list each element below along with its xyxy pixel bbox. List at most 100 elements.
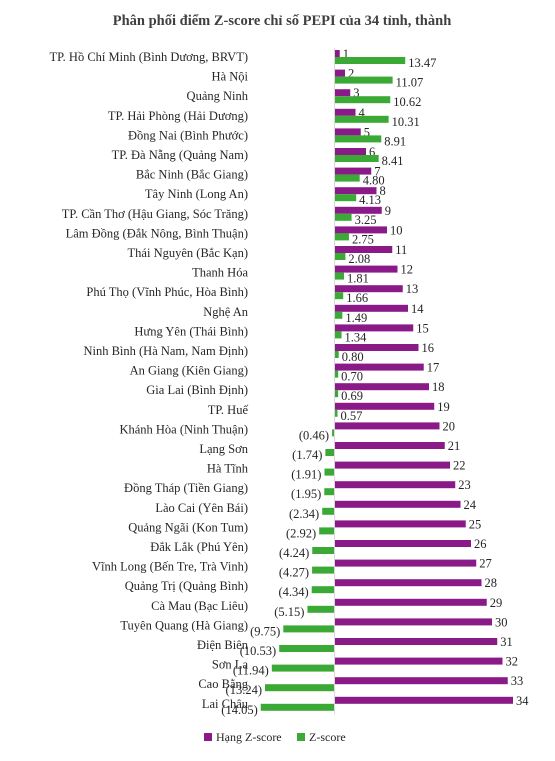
zscore-bar [312,566,335,574]
rank-data-label: 14 [411,302,424,316]
zscore-bar [334,390,339,398]
rank-bar [334,246,393,253]
zscore-bar [334,96,391,104]
category-label: Gia Lai (Bình Định) [146,383,248,397]
category-label: Bắc Ninh (Bắc Giang) [136,168,248,182]
rank-bar [334,383,429,391]
zscore-data-label: 0.70 [341,370,363,384]
category-label: Thái Nguyên (Bắc Kạn) [128,246,248,260]
rank-data-label: 7 [374,165,380,179]
rank-bar [334,187,377,195]
category-label: Quảng Ngãi (Kon Tum) [128,520,248,534]
zscore-bar [334,174,360,182]
rank-data-label: 3 [353,86,359,100]
rank-data-label: 12 [401,263,414,277]
zscore-bar [319,527,335,535]
category-label: Hà Nội [212,70,249,84]
zscore-bar [311,586,335,594]
zscore-bar [279,645,335,652]
category-label: TP. Hồ Chí Minh (Bình Dương, BRVT) [49,50,248,64]
rank-data-label: 30 [495,615,508,629]
rank-data-label: 13 [406,282,419,296]
zscore-data-label: (10.53) [240,644,276,658]
category-label: Tuyên Quang (Hà Giang) [120,618,248,632]
rank-data-label: 11 [395,243,407,257]
rank-data-label: 20 [443,419,456,433]
zscore-data-label: (11.94) [233,664,269,678]
rank-data-label: 34 [516,694,529,708]
zscore-bar [334,331,342,339]
zscore-data-label: 1.34 [345,330,368,344]
zscore-bar [334,253,346,260]
rank-bar [334,402,435,410]
zscore-data-label: (0.46) [299,428,329,442]
rank-data-label: 18 [432,380,445,394]
rank-bar [334,89,351,97]
legend-swatch [297,733,305,741]
zscore-data-label: 13.47 [408,56,436,70]
rank-bar [334,226,387,234]
zscore-data-label: 4.80 [363,174,385,188]
rank-data-label: 23 [458,478,471,492]
zscore-data-label: 10.31 [392,115,420,129]
zscore-bar [312,547,335,554]
zscore-data-label: 1.49 [345,311,367,325]
zscore-bar [264,684,335,692]
category-label: Nghệ An [203,305,249,319]
rank-bar [334,677,508,685]
zscore-bar [334,292,344,300]
plot-area: TP. Hồ Chí Minh (Bình Dương, BRVT) 1 13.47… [49,47,529,717]
category-label: Lạng Sơn [199,442,248,456]
zscore-data-label: (4.34) [279,585,309,599]
zscore-data-label: 1.66 [346,291,368,305]
rank-data-label: 9 [385,204,391,218]
zscore-bar [324,468,335,476]
category-label: Quảng Ninh [187,89,249,103]
zscore-bar [334,233,349,241]
rank-bar [334,481,456,489]
zscore-bar [334,311,343,319]
rank-data-label: 15 [416,321,429,335]
zscore-data-label: 3.25 [355,213,377,227]
rank-bar [334,422,440,430]
rank-data-label: 26 [474,537,487,551]
rank-bar [334,363,424,371]
category-label: Vĩnh Long (Bến Tre, Trà Vinh) [92,560,248,574]
zscore-bar [334,57,406,64]
zscore-bar [322,507,335,515]
zscore-data-label: 8.41 [382,154,404,168]
rank-data-label: 4 [359,106,366,120]
category-label: Phú Thọ (Vĩnh Phúc, Hòa Bình) [86,285,248,299]
rank-bar [334,500,461,508]
rank-bar [334,304,408,312]
rank-bar [334,559,477,567]
category-label: Cà Mau (Bạc Liêu) [151,599,248,613]
category-label: An Giang (Kiên Giang) [130,364,248,378]
zscore-bar [334,135,382,143]
zscore-data-label: (14.05) [221,703,257,717]
category-label: Thanh Hóa [192,266,248,280]
rank-bar [334,285,403,293]
zscore-data-label: (9.75) [250,624,280,638]
zscore-bar [334,370,339,378]
zscore-bar [334,76,393,84]
rank-bar [334,696,513,704]
rank-bar [334,442,445,449]
rank-bar [334,69,345,77]
zscore-bar [332,429,335,437]
rank-data-label: 33 [511,674,524,688]
legend: Hạng Z-score Z-score [204,730,346,744]
chart-title: Phân phối điểm Z-score chỉ số PEPI của 3… [113,13,452,29]
rank-bar [334,324,414,332]
zscore-bar [334,272,345,280]
rank-bar [334,50,340,57]
zscore-bar [334,115,389,123]
rank-bar [334,265,398,273]
zscore-data-label: (1.74) [292,448,322,462]
category-label: Hà Tĩnh [207,462,249,476]
rank-data-label: 32 [506,655,519,669]
category-label: TP. Cần Thơ (Hậu Giang, Sóc Trăng) [62,207,248,221]
rank-data-label: 22 [453,459,466,473]
category-label: Sơn La [212,658,249,672]
